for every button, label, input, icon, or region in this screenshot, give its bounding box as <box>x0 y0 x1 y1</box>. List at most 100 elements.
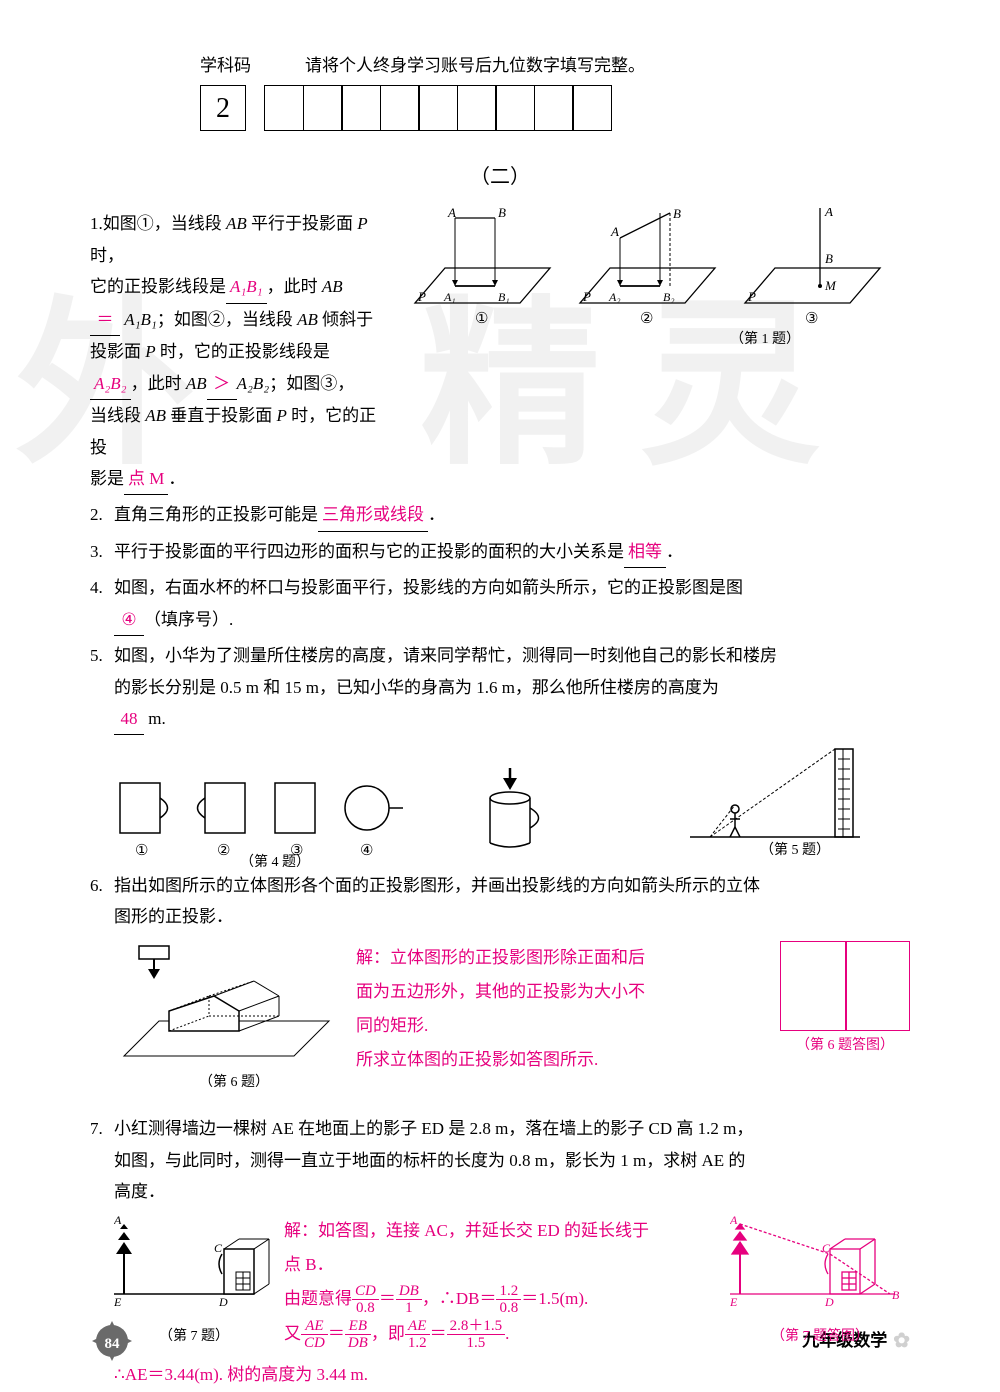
q1-num: 1. <box>90 214 103 233</box>
q1-figures: AB A₁B₁ P ① AB <box>400 208 900 495</box>
svg-text:D: D <box>218 1295 228 1309</box>
q1-ans4: ＞ <box>207 368 237 400</box>
q2-end: ． <box>428 505 445 524</box>
svg-text:B₂: B₂ <box>663 290 675 304</box>
code-box[interactable] <box>264 85 304 131</box>
svg-text:A: A <box>447 208 456 220</box>
q7-sol-l5: ∴AE＝3.44(m). 树的高度为 3.44 m. <box>114 1358 910 1392</box>
q6-num: 6. <box>90 870 114 1109</box>
question-4: 4. 如图，右面水杯的杯口与投影面平行，投影线的方向如箭头所示，它的正投影图是图… <box>90 572 910 636</box>
q1-text: AB <box>322 277 343 296</box>
svg-text:A: A <box>730 1214 738 1227</box>
q7-text1: 小红测得墙边一棵树 AE 在地面上的影子 ED 是 2.8 m，落在墙上的影子 … <box>114 1119 753 1138</box>
header-labels: 学科码 请将个人终身学习账号后九位数字填写完整。 <box>200 50 910 81</box>
code-box[interactable] <box>457 85 497 131</box>
q1-text: 垂直于投影面 <box>166 406 277 425</box>
q1-text: 如图①，当线段 AB 平行于投影面 P 时， <box>90 214 368 264</box>
q1-text: A₂B₂ <box>237 374 270 393</box>
question-1: 1.如图①，当线段 AB 平行于投影面 P 时， 它的正投影线段是A₁B₁，此时… <box>90 208 910 495</box>
code-box[interactable] <box>418 85 458 131</box>
svg-text:④: ④ <box>360 843 373 859</box>
q1-ans1: A₁B₁ <box>226 271 267 303</box>
question-7: 7. 小红测得墙边一棵树 AE 在地面上的影子 ED 是 2.8 m，落在墙上的… <box>90 1113 910 1392</box>
q1-text: 倾斜于 <box>318 310 373 329</box>
q3-end: ． <box>666 542 683 561</box>
code-box[interactable] <box>534 85 574 131</box>
page-number: 84 <box>90 1331 134 1359</box>
q5-text2: 的影长分别是 0.5 m 和 15 m，已知小华的身高为 1.6 m，那么他所住… <box>114 678 719 697</box>
subject-code-label: 学科码 <box>200 50 251 81</box>
q7-answer-figure: A E D C B （第 7 题答图） <box>730 1214 910 1350</box>
instruction-label: 请将个人终身学习账号后九位数字填写完整。 <box>305 50 645 81</box>
q6-figure: （第 6 题） <box>114 941 344 1101</box>
svg-text:C: C <box>214 1241 223 1255</box>
q1-text: ，此时 <box>131 374 186 393</box>
q1-text: AB <box>297 310 318 329</box>
q5-num: 5. <box>90 640 114 735</box>
q2-text: 直角三角形的正投影可能是 <box>114 505 318 524</box>
code-box[interactable] <box>380 85 420 131</box>
q6-text2: 图形的正投影． <box>114 907 233 926</box>
code-box-group <box>264 85 612 131</box>
svg-text:B₁: B₁ <box>498 290 510 304</box>
svg-text:①: ① <box>475 311 488 327</box>
q4-svg: ① ② ③ ④ （第 4 题） <box>110 768 460 868</box>
page-content: 学科码 请将个人终身学习账号后九位数字填写完整。 2 （二） 1.如图①，当线段… <box>90 50 910 1392</box>
q3-ans: 相等 <box>624 536 666 568</box>
svg-text:（第 5 题）: （第 5 题） <box>760 841 830 858</box>
svg-text:A: A <box>824 208 833 219</box>
q7-caption: （第 7 题） <box>114 1324 274 1350</box>
code-box[interactable] <box>303 85 343 131</box>
q1-text: 当线段 <box>90 406 145 425</box>
q1-text: 它的正投影线段是 <box>90 277 226 296</box>
svg-text:（第 1 题）: （第 1 题） <box>730 330 800 347</box>
q1-text: P <box>145 342 155 361</box>
svg-text:M: M <box>824 278 837 293</box>
q7-sol-l2: 点 B． <box>284 1248 720 1282</box>
code-box[interactable] <box>341 85 381 131</box>
q3-text: 平行于投影面的平行四边形的面积与它的正投影的面积的大小关系是 <box>114 542 624 561</box>
q1-text: ，此时 <box>267 277 322 296</box>
q3-num: 3. <box>90 536 114 568</box>
q2-num: 2. <box>90 499 114 531</box>
q4-end: （填序号）. <box>144 610 233 629</box>
svg-text:B: B <box>498 208 506 220</box>
q7-text2: 如图，与此同时，测得一直立于地面的标杆的长度为 0.8 m，影长为 1 m，求树… <box>114 1151 745 1170</box>
q4-text: 如图，右面水杯的杯口与投影面平行，投影线的方向如箭头所示，它的正投影图是图 <box>114 578 743 597</box>
svg-text:A: A <box>114 1214 122 1227</box>
svg-text:（第 6 题）: （第 6 题） <box>199 1073 269 1090</box>
q1-text: AB <box>186 374 207 393</box>
q1-svg: AB A₁B₁ P ① AB <box>400 208 900 358</box>
q6-sol4: 所求立体图的正投影如答图所示. <box>356 1043 768 1077</box>
svg-text:A₁: A₁ <box>443 290 456 304</box>
svg-text:B: B <box>892 1288 900 1302</box>
code-box[interactable] <box>495 85 535 131</box>
q4-ans: ④ <box>114 604 144 636</box>
q7-sol-caption: （第 7 题答图） <box>730 1324 910 1350</box>
q7-sol-l3: 由题意得CD0.8＝DB1，∴DB＝1.20.8＝1.5(m). <box>284 1282 720 1317</box>
figures-row-45: ① ② ③ ④ （第 4 题） <box>90 739 910 869</box>
svg-text:E: E <box>730 1295 738 1309</box>
q7-solution: 解：如答图，连接 AC，并延长交 ED 的延长线于 点 B． 由题意得CD0.8… <box>284 1214 720 1352</box>
svg-text:②: ② <box>217 843 230 859</box>
q1-text: P <box>277 406 287 425</box>
q1-text: 影是 <box>90 469 124 488</box>
code-boxes: 2 <box>200 85 910 131</box>
question-2: 2. 直角三角形的正投影可能是三角形或线段． <box>90 499 910 531</box>
section-title: （二） <box>90 159 910 196</box>
code-box-first: 2 <box>200 85 246 131</box>
q4-figures: ① ② ③ ④ （第 4 题） <box>110 768 550 868</box>
q1-ans2: ＝ <box>90 304 120 336</box>
q6-answer-figure: （第 6 题答图） <box>780 941 910 1059</box>
q4-cup-svg <box>470 768 550 868</box>
q5-figure: （第 5 题） <box>680 739 880 869</box>
q1-text: AB <box>145 406 166 425</box>
svg-text:A: A <box>610 224 619 239</box>
code-box[interactable] <box>572 85 612 131</box>
svg-text:②: ② <box>640 311 653 327</box>
q5-svg: （第 5 题） <box>680 739 880 859</box>
q7-text3: 高度． <box>114 1182 165 1201</box>
q7-figure: A E D C （第 7 题） <box>114 1214 274 1350</box>
q7-sol-l1: 解：如答图，连接 AC，并延长交 ED 的延长线于 <box>284 1214 720 1248</box>
q1-text: A₁B₁ <box>124 310 157 329</box>
